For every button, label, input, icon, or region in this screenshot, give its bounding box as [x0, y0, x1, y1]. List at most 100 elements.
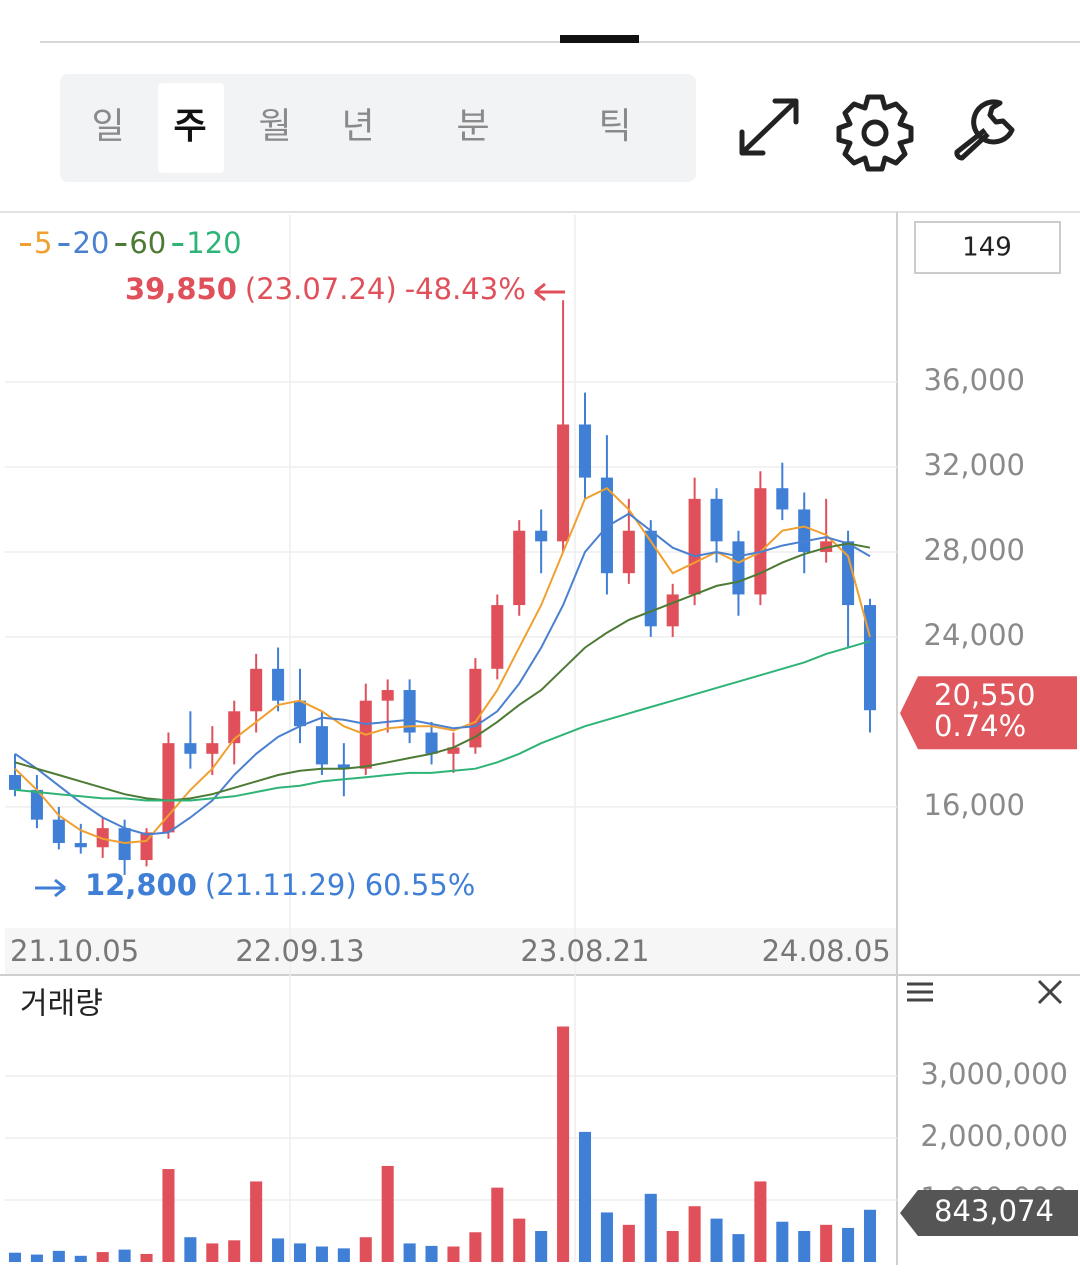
legend-swatch	[115, 243, 127, 246]
candle-body	[535, 530, 548, 542]
handle	[560, 35, 639, 43]
tab[interactable]: 틱	[598, 106, 631, 147]
volume-badge-value: 843,074	[934, 1194, 1054, 1228]
volume-bar	[140, 1253, 153, 1262]
y-tick-label: 16,000	[924, 788, 1025, 822]
volume-bar	[798, 1231, 811, 1262]
volume-bar	[754, 1181, 767, 1262]
tab[interactable]: 일	[91, 106, 124, 147]
count-box[interactable]	[914, 221, 1061, 274]
legend-label: 5	[34, 226, 52, 260]
x-tick-label: 23.08.21	[520, 934, 649, 968]
candle-body	[578, 424, 592, 478]
volume-bar	[425, 1245, 438, 1262]
x-axis-band	[5, 928, 897, 975]
volume-bar	[491, 1187, 504, 1262]
volume-bar	[447, 1246, 460, 1262]
volume-bar	[666, 1231, 679, 1262]
ma-line	[14, 512, 871, 836]
volume-badge	[900, 1190, 1078, 1236]
high-annotation: 39,850 (23.07.24) -48.43%	[125, 272, 526, 306]
low-annotation-part: 12,800	[85, 868, 197, 902]
legend-label: 60	[129, 226, 166, 260]
volume-bar	[162, 1169, 175, 1262]
candle-body	[272, 668, 285, 701]
tab[interactable]: 주	[173, 106, 206, 147]
volume-bar	[842, 1227, 855, 1262]
volume-bar	[184, 1237, 197, 1262]
volume-bar	[250, 1181, 263, 1262]
volume-bar	[644, 1193, 657, 1262]
tab[interactable]: 월	[258, 106, 291, 147]
settings-icon[interactable]	[836, 94, 914, 172]
tab[interactable]: 년	[341, 106, 374, 147]
y-tick-label: 28,000	[924, 533, 1025, 567]
candle-body	[184, 743, 197, 754]
candle-body	[30, 789, 43, 820]
volume-bar	[293, 1243, 307, 1262]
volume-bar	[513, 1218, 526, 1262]
volume-title: 거래량	[20, 987, 103, 1022]
low-arrow	[35, 878, 66, 898]
tab[interactable]: 분	[456, 106, 489, 147]
ma-line	[14, 486, 871, 845]
price-badge-change: 0.74%	[934, 709, 1026, 743]
price-badge	[900, 676, 1077, 750]
candle-body	[491, 605, 504, 669]
volume-bar	[337, 1248, 350, 1262]
volume-bar	[600, 1212, 613, 1262]
volume-bar	[272, 1238, 285, 1262]
candle-body	[666, 594, 679, 627]
volume-bar	[469, 1232, 482, 1262]
volume-bar	[688, 1206, 701, 1262]
candle-body	[425, 732, 438, 754]
high-annotation-part: 39,850	[125, 272, 237, 306]
legend-swatch	[58, 243, 70, 246]
menu-icon[interactable]	[907, 982, 933, 1002]
y-tick-label: 36,000	[924, 363, 1025, 397]
candle-body	[863, 605, 877, 711]
candle-body	[206, 743, 219, 754]
count: 149	[962, 233, 1012, 263]
candle-body	[688, 498, 701, 595]
tool-icon[interactable]	[954, 99, 1015, 161]
selected-tab-bg	[158, 83, 224, 173]
candle-body	[337, 764, 350, 769]
volume-bar	[74, 1255, 87, 1262]
volume-bar	[315, 1246, 328, 1262]
candle-body	[315, 726, 328, 765]
candle-body	[732, 541, 745, 595]
candle-body	[622, 530, 635, 574]
volume-bar	[776, 1221, 789, 1262]
x-tick-label: 24.08.05	[762, 934, 891, 968]
candle-body	[381, 690, 394, 701]
candle-body	[52, 819, 65, 844]
candle-body	[8, 775, 22, 790]
candle-body	[710, 498, 723, 542]
close-icon[interactable]	[1037, 979, 1063, 1005]
volume-bar	[710, 1218, 723, 1262]
volume-bar	[403, 1243, 416, 1262]
volume-bar	[228, 1240, 241, 1262]
candle-body	[118, 828, 131, 861]
y-tick-label: 3,000,000	[920, 1057, 1068, 1091]
volume-bar	[8, 1252, 22, 1262]
expand-icon[interactable]	[739, 98, 799, 156]
candle-body	[74, 843, 87, 848]
candle-body	[754, 488, 767, 595]
volume-bar	[381, 1165, 394, 1262]
low-annotation: 12,800 (21.11.29) 60.55%	[85, 868, 475, 902]
candle-body	[447, 747, 460, 754]
x-tick-label: 22.09.13	[235, 934, 364, 968]
volume-bar	[30, 1254, 43, 1262]
high-annotation-part: (23.07.24)	[245, 272, 397, 306]
high-annotation-part: -48.43%	[405, 272, 526, 306]
low-annotation-part: (21.11.29)	[205, 868, 357, 902]
volume-bar	[578, 1131, 592, 1262]
candle-body	[820, 541, 833, 552]
candle-body	[228, 711, 241, 744]
y-tick-label: 2,000,000	[920, 1119, 1068, 1153]
legend-label: 120	[186, 226, 241, 260]
volume-bar	[206, 1243, 219, 1262]
